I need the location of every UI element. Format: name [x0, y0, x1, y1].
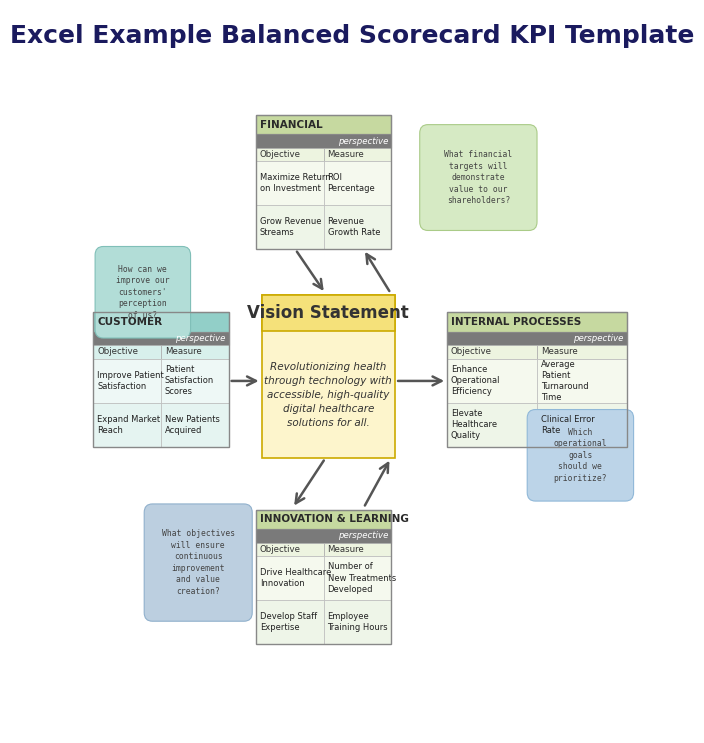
FancyBboxPatch shape	[324, 600, 391, 644]
Text: How can we
improve our
customers'
perception
of us?: How can we improve our customers' percep…	[116, 265, 170, 319]
FancyBboxPatch shape	[324, 148, 391, 161]
FancyBboxPatch shape	[537, 359, 627, 403]
FancyBboxPatch shape	[256, 529, 391, 542]
Text: Patient
Satisfaction
Scores: Patient Satisfaction Scores	[165, 365, 214, 396]
Text: What financial
targets will
demonstrate
value to our
shareholders?: What financial targets will demonstrate …	[444, 150, 513, 205]
Text: Clinical Error
Rate: Clinical Error Rate	[541, 415, 595, 435]
Text: Which
operational
goals
should we
prioritize?: Which operational goals should we priori…	[553, 428, 608, 483]
FancyBboxPatch shape	[256, 148, 324, 161]
FancyBboxPatch shape	[537, 403, 627, 447]
Text: Drive Healthcare
Innovation: Drive Healthcare Innovation	[260, 568, 332, 588]
FancyBboxPatch shape	[324, 542, 391, 556]
Text: Objective: Objective	[260, 545, 301, 554]
FancyBboxPatch shape	[144, 504, 252, 621]
Text: CUSTOMER: CUSTOMER	[97, 317, 163, 327]
FancyBboxPatch shape	[256, 134, 391, 148]
FancyBboxPatch shape	[537, 345, 627, 359]
FancyBboxPatch shape	[447, 332, 627, 345]
FancyBboxPatch shape	[94, 312, 229, 332]
Text: What objectives
will ensure
continuous
improvement
and value
creation?: What objectives will ensure continuous i…	[162, 530, 234, 596]
Text: Develop Staff
Expertise: Develop Staff Expertise	[260, 612, 317, 632]
FancyBboxPatch shape	[447, 359, 537, 403]
Text: perspective: perspective	[573, 334, 624, 343]
Text: Vision Statement: Vision Statement	[248, 304, 409, 322]
Text: perspective: perspective	[175, 334, 225, 343]
FancyBboxPatch shape	[420, 125, 537, 230]
FancyBboxPatch shape	[94, 332, 229, 345]
Text: Improve Patient
Satisfaction: Improve Patient Satisfaction	[97, 371, 164, 391]
Text: Measure: Measure	[327, 150, 364, 159]
Text: Measure: Measure	[327, 545, 364, 554]
Text: Revolutionizing health
through technology with
accessible, high-quality
digital : Revolutionizing health through technolog…	[265, 362, 392, 427]
Text: Excel Example Balanced Scorecard KPI Template: Excel Example Balanced Scorecard KPI Tem…	[10, 24, 694, 48]
FancyBboxPatch shape	[447, 403, 537, 447]
Text: Enhance
Operational
Efficiency: Enhance Operational Efficiency	[451, 365, 501, 396]
Text: Objective: Objective	[451, 348, 492, 357]
FancyBboxPatch shape	[256, 510, 391, 529]
Text: New Patients
Acquired: New Patients Acquired	[165, 415, 220, 435]
Text: Number of
New Treatments
Developed: Number of New Treatments Developed	[327, 562, 396, 594]
FancyBboxPatch shape	[95, 247, 191, 338]
FancyBboxPatch shape	[94, 359, 161, 403]
Text: Measure: Measure	[541, 348, 577, 357]
FancyBboxPatch shape	[324, 556, 391, 600]
Text: Measure: Measure	[165, 348, 201, 357]
FancyBboxPatch shape	[324, 161, 391, 205]
Text: Elevate
Healthcare
Quality: Elevate Healthcare Quality	[451, 409, 497, 441]
Text: Grow Revenue
Streams: Grow Revenue Streams	[260, 217, 321, 237]
FancyBboxPatch shape	[161, 359, 229, 403]
FancyBboxPatch shape	[447, 312, 627, 332]
Text: Expand Market
Reach: Expand Market Reach	[97, 415, 161, 435]
Text: Employee
Training Hours: Employee Training Hours	[327, 612, 388, 632]
FancyBboxPatch shape	[261, 295, 395, 458]
FancyBboxPatch shape	[256, 205, 324, 250]
Text: Maximize Return
on Investment: Maximize Return on Investment	[260, 173, 330, 193]
FancyBboxPatch shape	[256, 556, 324, 600]
FancyBboxPatch shape	[161, 403, 229, 447]
FancyBboxPatch shape	[256, 600, 324, 644]
FancyBboxPatch shape	[256, 115, 391, 134]
Text: FINANCIAL: FINANCIAL	[260, 120, 322, 129]
Text: INNOVATION & LEARNING: INNOVATION & LEARNING	[260, 514, 409, 525]
Text: Objective: Objective	[260, 150, 301, 159]
Text: Revenue
Growth Rate: Revenue Growth Rate	[327, 217, 380, 237]
Text: ROI
Percentage: ROI Percentage	[327, 173, 375, 193]
Text: Average
Patient
Turnaround
Time: Average Patient Turnaround Time	[541, 360, 589, 402]
FancyBboxPatch shape	[94, 345, 161, 359]
FancyBboxPatch shape	[527, 409, 634, 501]
Text: perspective: perspective	[338, 531, 388, 540]
FancyBboxPatch shape	[324, 205, 391, 250]
Text: perspective: perspective	[338, 137, 388, 146]
FancyBboxPatch shape	[261, 295, 395, 331]
Text: Objective: Objective	[97, 348, 138, 357]
Text: INTERNAL PROCESSES: INTERNAL PROCESSES	[451, 317, 581, 327]
FancyBboxPatch shape	[256, 161, 324, 205]
FancyBboxPatch shape	[256, 542, 324, 556]
FancyBboxPatch shape	[161, 345, 229, 359]
FancyBboxPatch shape	[447, 345, 537, 359]
FancyBboxPatch shape	[94, 403, 161, 447]
